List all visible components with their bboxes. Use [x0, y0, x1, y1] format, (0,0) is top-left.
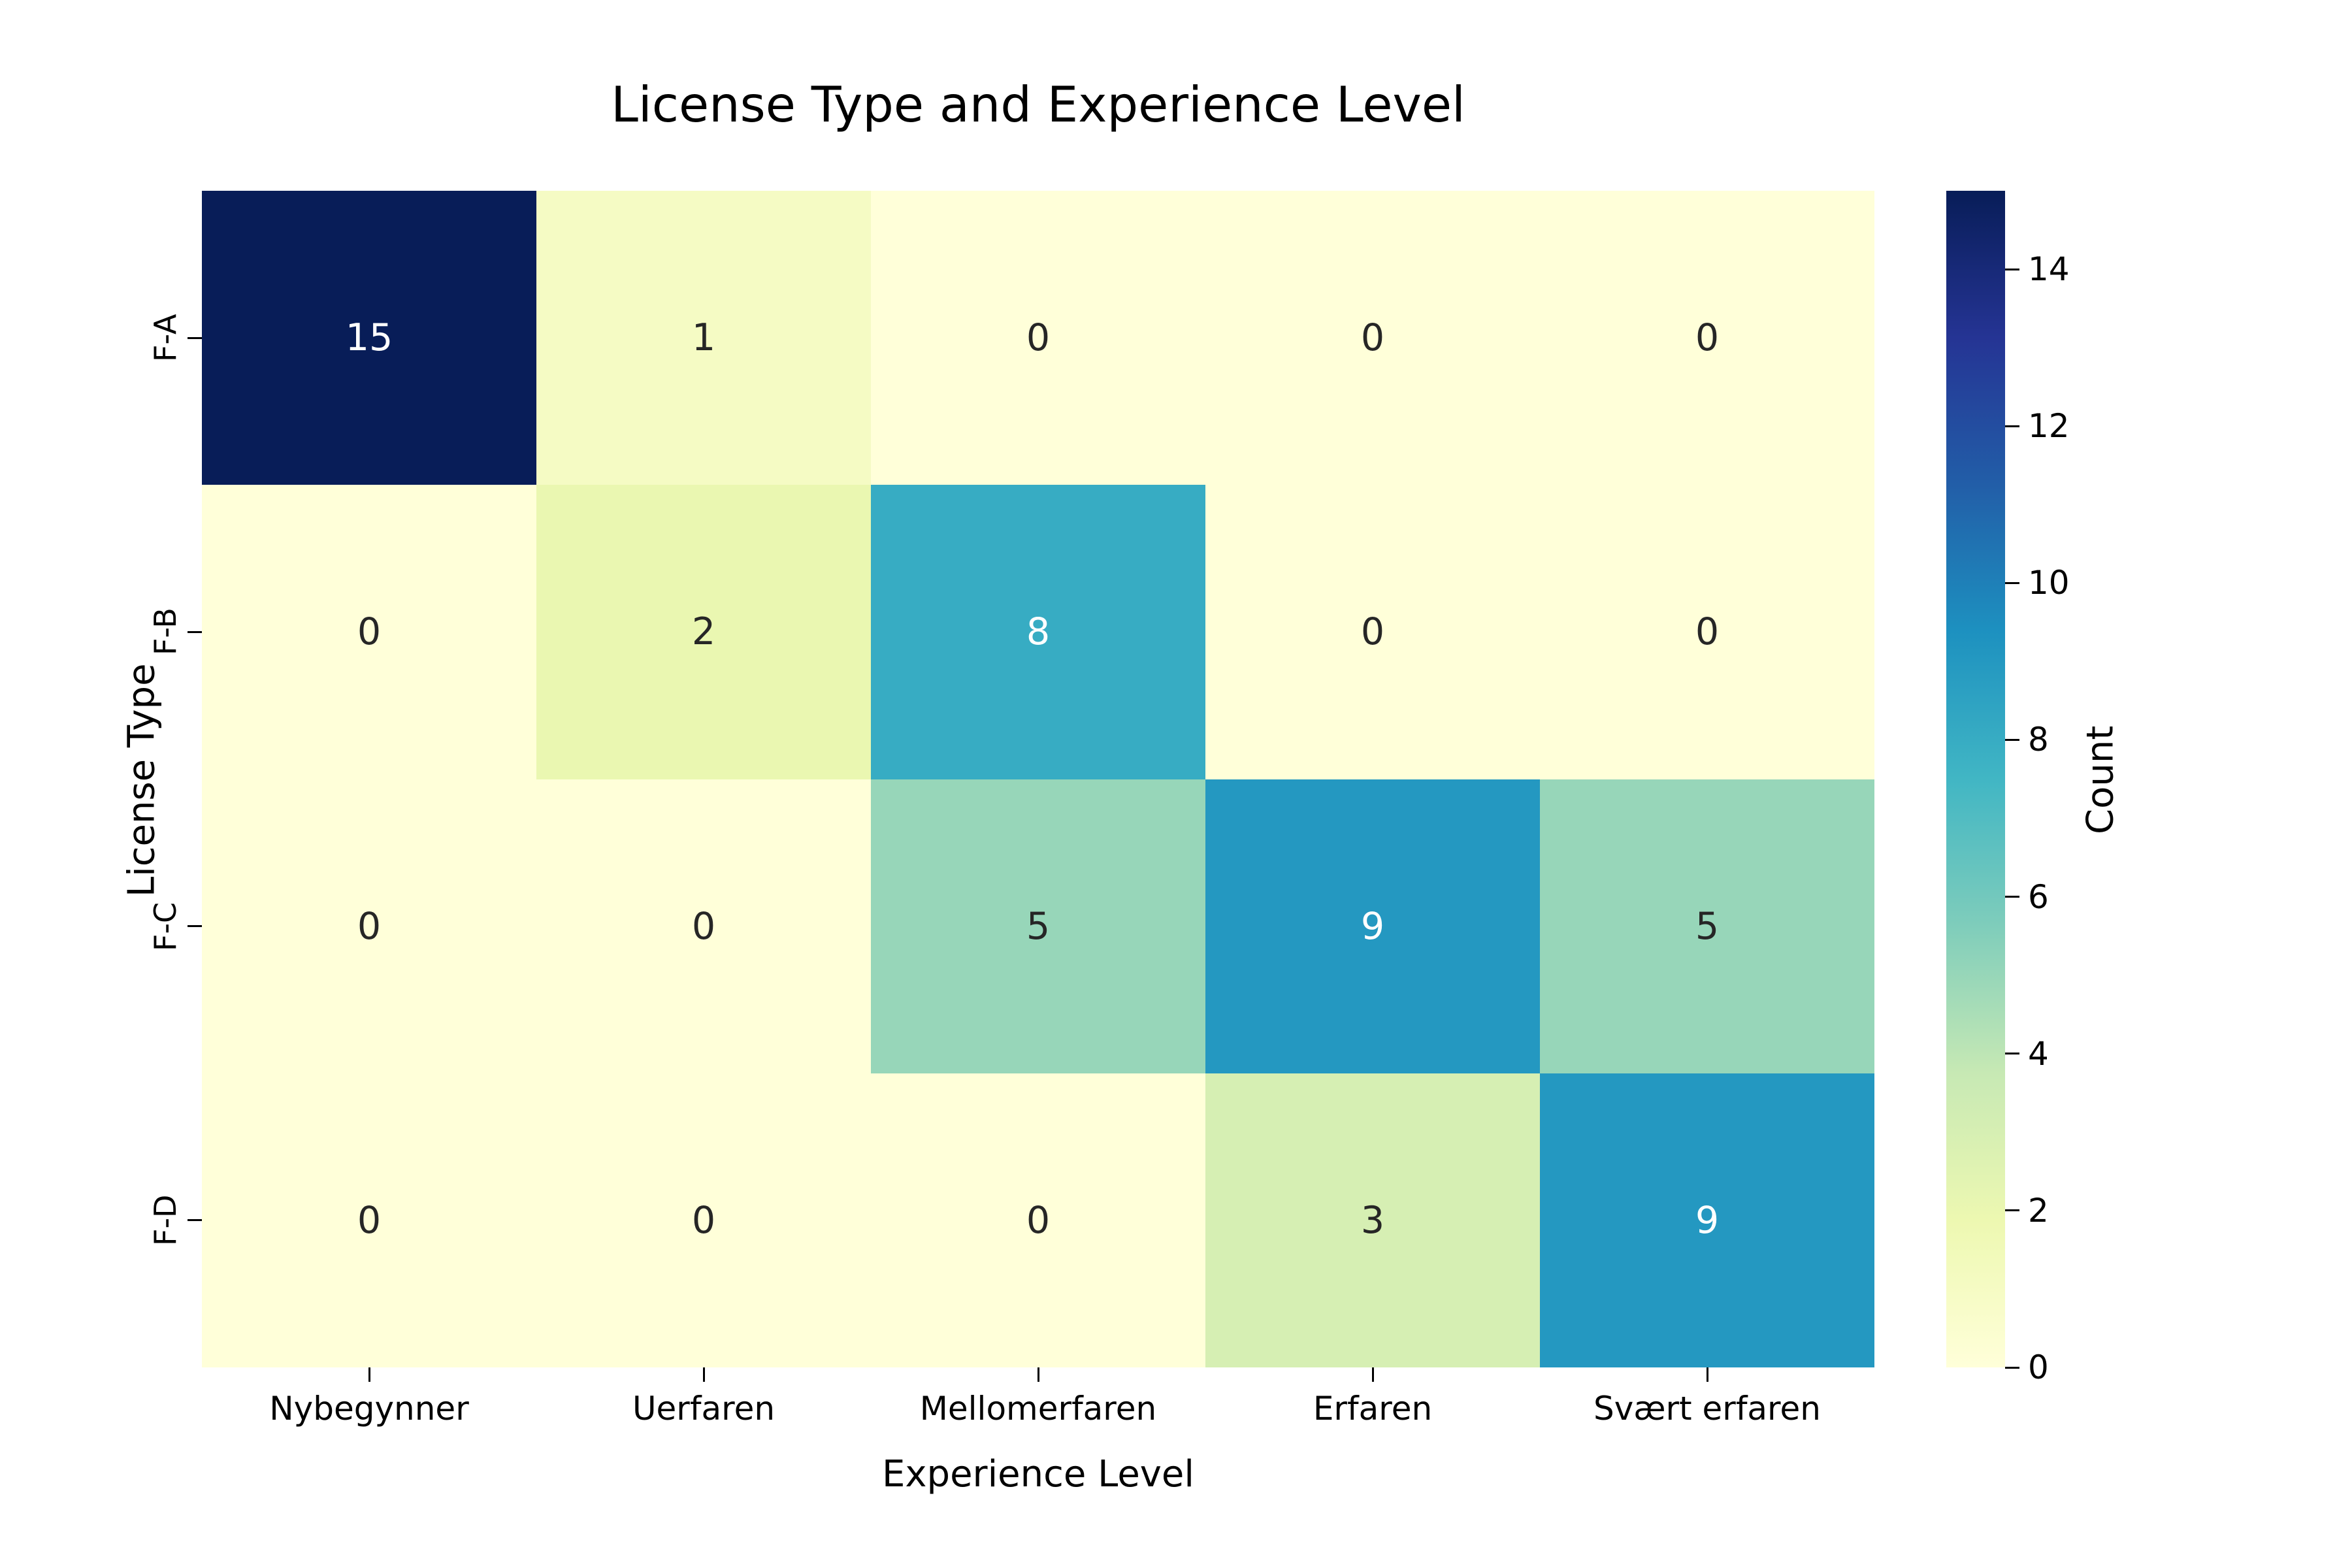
heatmap-cell-F-A-Uerfaren: 1: [536, 191, 871, 485]
colorbar-tick-mark: [2005, 896, 2019, 898]
y-tick-label: F-A: [148, 314, 183, 362]
heatmap-cell-F-A-Erfaren: 0: [1205, 191, 1540, 485]
cell-annotation: 15: [345, 316, 393, 360]
colorbar-tick-label: 2: [2028, 1191, 2049, 1230]
colorbar-tick-label: 10: [2028, 564, 2070, 602]
cell-annotation: 9: [1695, 1198, 1720, 1242]
heatmap-cell-F-D-Svært erfaren: 9: [1540, 1073, 1874, 1367]
cell-annotation: 0: [1360, 316, 1385, 360]
cell-annotation: 0: [691, 904, 716, 948]
cell-annotation: 0: [1360, 610, 1385, 654]
y-tick-mark: [188, 336, 202, 339]
heatmap-cell-F-D-Mellomerfaren: 0: [871, 1073, 1205, 1367]
y-axis-label: License Type: [120, 663, 163, 897]
x-axis-label: Experience Level: [882, 1453, 1194, 1495]
colorbar-gradient: [1946, 191, 2005, 1367]
cell-annotation: 8: [1026, 610, 1051, 654]
cell-annotation: 0: [1026, 316, 1051, 360]
heatmap-cell-F-C-Svært erfaren: 5: [1540, 779, 1874, 1073]
cell-annotation: 5: [1026, 904, 1051, 948]
colorbar-tick-mark: [2005, 1366, 2019, 1369]
x-tick-label: Erfaren: [1313, 1390, 1433, 1428]
x-tick-mark: [1037, 1367, 1039, 1382]
cell-annotation: 9: [1360, 904, 1385, 948]
colorbar-tick-mark: [2005, 1053, 2019, 1055]
cell-annotation: 3: [1360, 1198, 1385, 1242]
cell-annotation: 0: [1695, 610, 1720, 654]
colorbar-tick-mark: [2005, 425, 2019, 427]
x-tick-label: Svært erfaren: [1593, 1390, 1821, 1428]
x-tick-label: Nybegynner: [269, 1390, 469, 1428]
cell-annotation: 5: [1695, 904, 1720, 948]
cell-annotation: 1: [691, 316, 716, 360]
x-tick-mark: [1371, 1367, 1374, 1382]
y-tick-mark: [188, 1219, 202, 1222]
heatmap-cell-F-A-Svært erfaren: 0: [1540, 191, 1874, 485]
colorbar-tick-mark: [2005, 738, 2019, 741]
heatmap-cell-F-C-Erfaren: 9: [1205, 779, 1540, 1073]
colorbar-tick-mark: [2005, 581, 2019, 584]
heatmap-cell-F-C-Nybegynner: 0: [202, 779, 536, 1073]
heatmap-cell-F-D-Uerfaren: 0: [536, 1073, 871, 1367]
y-tick-mark: [188, 925, 202, 928]
heatmap-plot: 15 1 0 0 0 0 2 8 0 0 0 0 5 9 5 0 0 0 3 9: [202, 191, 1874, 1367]
chart-title: License Type and Experience Level: [611, 76, 1465, 133]
cell-annotation: 0: [1026, 1198, 1051, 1242]
cell-annotation: 0: [1695, 316, 1720, 360]
x-tick-label: Mellomerfaren: [919, 1390, 1157, 1428]
cell-annotation: 2: [691, 610, 716, 654]
cell-annotation: 0: [691, 1198, 716, 1242]
heatmap-cell-F-B-Svært erfaren: 0: [1540, 485, 1874, 779]
heatmap-cell-F-B-Nybegynner: 0: [202, 485, 536, 779]
colorbar-tick-label: 4: [2028, 1034, 2049, 1073]
y-tick-mark: [188, 630, 202, 633]
heatmap-cell-F-A-Mellomerfaren: 0: [871, 191, 1205, 485]
colorbar-tick-label: 6: [2028, 877, 2049, 916]
heatmap-cell-F-B-Mellomerfaren: 8: [871, 485, 1205, 779]
heatmap-cell-F-D-Erfaren: 3: [1205, 1073, 1540, 1367]
colorbar-label: Count: [2079, 725, 2122, 835]
heatmap-cell-F-B-Erfaren: 0: [1205, 485, 1540, 779]
x-tick-mark: [702, 1367, 705, 1382]
colorbar-tick-mark: [2005, 1209, 2019, 1212]
cell-annotation: 0: [357, 610, 382, 654]
x-tick-mark: [1706, 1367, 1708, 1382]
y-tick-label: F-D: [148, 1194, 183, 1247]
x-tick-label: Uerfaren: [632, 1390, 776, 1428]
heatmap-cell-F-C-Mellomerfaren: 5: [871, 779, 1205, 1073]
x-tick-mark: [368, 1367, 370, 1382]
heatmap-cell-F-A-Nybegynner: 15: [202, 191, 536, 485]
colorbar-tick-mark: [2005, 268, 2019, 270]
heatmap-cell-F-B-Uerfaren: 2: [536, 485, 871, 779]
colorbar-tick-label: 0: [2028, 1348, 2049, 1386]
cell-annotation: 0: [357, 904, 382, 948]
colorbar-tick-label: 8: [2028, 721, 2049, 759]
cell-annotation: 0: [357, 1198, 382, 1242]
colorbar-tick-label: 14: [2028, 250, 2070, 289]
colorbar-tick-label: 12: [2028, 407, 2070, 446]
heatmap-cell-F-C-Uerfaren: 0: [536, 779, 871, 1073]
heatmap-cell-F-D-Nybegynner: 0: [202, 1073, 536, 1367]
